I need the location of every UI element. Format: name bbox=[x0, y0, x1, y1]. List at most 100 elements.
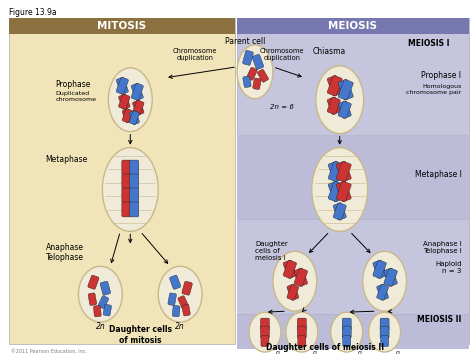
FancyBboxPatch shape bbox=[336, 181, 351, 202]
FancyBboxPatch shape bbox=[103, 304, 111, 316]
FancyBboxPatch shape bbox=[122, 174, 131, 189]
FancyBboxPatch shape bbox=[260, 326, 269, 338]
FancyBboxPatch shape bbox=[297, 326, 306, 338]
FancyBboxPatch shape bbox=[338, 80, 353, 100]
Text: 2n: 2n bbox=[175, 322, 185, 331]
FancyBboxPatch shape bbox=[243, 50, 253, 65]
FancyBboxPatch shape bbox=[333, 203, 346, 220]
FancyBboxPatch shape bbox=[98, 296, 109, 308]
Text: MITOSIS: MITOSIS bbox=[97, 21, 146, 31]
Text: 2n: 2n bbox=[95, 322, 105, 331]
FancyBboxPatch shape bbox=[333, 203, 346, 220]
Ellipse shape bbox=[237, 45, 273, 99]
Bar bbox=[9, 18, 235, 34]
FancyBboxPatch shape bbox=[328, 181, 343, 202]
FancyBboxPatch shape bbox=[253, 78, 261, 89]
FancyBboxPatch shape bbox=[130, 188, 139, 203]
FancyBboxPatch shape bbox=[327, 76, 342, 96]
FancyBboxPatch shape bbox=[178, 296, 188, 308]
FancyBboxPatch shape bbox=[283, 260, 297, 278]
FancyBboxPatch shape bbox=[131, 83, 143, 100]
FancyBboxPatch shape bbox=[88, 275, 99, 289]
FancyBboxPatch shape bbox=[384, 268, 397, 286]
Text: Anaphase I
Telophase I: Anaphase I Telophase I bbox=[423, 241, 461, 254]
FancyBboxPatch shape bbox=[328, 161, 343, 182]
FancyBboxPatch shape bbox=[122, 109, 132, 122]
FancyBboxPatch shape bbox=[338, 80, 353, 100]
Ellipse shape bbox=[102, 148, 158, 231]
Text: MEIOSIS: MEIOSIS bbox=[328, 21, 377, 31]
Ellipse shape bbox=[316, 66, 364, 133]
Text: Parent cell: Parent cell bbox=[225, 37, 265, 47]
Text: Daughter cells of meiosis II: Daughter cells of meiosis II bbox=[266, 343, 384, 351]
FancyBboxPatch shape bbox=[328, 181, 343, 202]
FancyBboxPatch shape bbox=[327, 97, 340, 114]
Ellipse shape bbox=[273, 251, 317, 311]
FancyBboxPatch shape bbox=[133, 100, 144, 115]
FancyBboxPatch shape bbox=[377, 284, 389, 300]
FancyBboxPatch shape bbox=[384, 268, 397, 286]
FancyBboxPatch shape bbox=[118, 94, 130, 109]
Ellipse shape bbox=[158, 266, 202, 322]
FancyBboxPatch shape bbox=[246, 67, 257, 80]
Bar bbox=[237, 18, 469, 344]
FancyBboxPatch shape bbox=[130, 160, 139, 175]
Bar bbox=[9, 18, 235, 344]
FancyBboxPatch shape bbox=[377, 284, 389, 300]
FancyBboxPatch shape bbox=[336, 181, 351, 202]
FancyBboxPatch shape bbox=[122, 160, 131, 175]
FancyBboxPatch shape bbox=[283, 260, 297, 278]
Ellipse shape bbox=[312, 148, 368, 231]
FancyBboxPatch shape bbox=[133, 100, 144, 115]
FancyBboxPatch shape bbox=[257, 69, 268, 82]
FancyBboxPatch shape bbox=[327, 76, 342, 96]
FancyBboxPatch shape bbox=[93, 306, 101, 317]
FancyBboxPatch shape bbox=[287, 284, 299, 300]
Ellipse shape bbox=[109, 68, 152, 132]
Text: Figure 13.9a: Figure 13.9a bbox=[9, 8, 56, 17]
FancyBboxPatch shape bbox=[131, 83, 143, 100]
FancyBboxPatch shape bbox=[130, 202, 139, 217]
FancyBboxPatch shape bbox=[327, 97, 340, 114]
FancyBboxPatch shape bbox=[168, 293, 176, 305]
Bar bbox=[237, 18, 469, 34]
FancyBboxPatch shape bbox=[260, 318, 269, 330]
FancyBboxPatch shape bbox=[129, 111, 139, 125]
Text: 2n = 6: 2n = 6 bbox=[270, 104, 294, 110]
FancyBboxPatch shape bbox=[100, 281, 110, 295]
FancyBboxPatch shape bbox=[298, 335, 306, 346]
Ellipse shape bbox=[78, 266, 122, 322]
Text: Homologous
chromosome pair: Homologous chromosome pair bbox=[406, 84, 461, 95]
Bar bbox=[237, 219, 469, 314]
Text: MEIOSIS I: MEIOSIS I bbox=[408, 39, 449, 48]
FancyBboxPatch shape bbox=[342, 326, 351, 338]
FancyBboxPatch shape bbox=[338, 101, 351, 118]
Text: Chiasma: Chiasma bbox=[313, 47, 346, 56]
Text: ©2011 Pearson Education, Inc.: ©2011 Pearson Education, Inc. bbox=[10, 349, 87, 354]
FancyBboxPatch shape bbox=[122, 188, 131, 203]
Text: Chromosome
duplication: Chromosome duplication bbox=[173, 48, 218, 61]
FancyBboxPatch shape bbox=[130, 174, 139, 189]
FancyBboxPatch shape bbox=[336, 161, 351, 182]
FancyBboxPatch shape bbox=[336, 161, 351, 182]
Text: Daughter cells
of mitosis: Daughter cells of mitosis bbox=[109, 326, 172, 345]
FancyBboxPatch shape bbox=[261, 335, 269, 346]
FancyBboxPatch shape bbox=[373, 260, 386, 278]
FancyBboxPatch shape bbox=[116, 77, 128, 94]
FancyBboxPatch shape bbox=[294, 268, 308, 286]
Ellipse shape bbox=[249, 312, 281, 352]
Text: Metaphase: Metaphase bbox=[46, 155, 88, 164]
Text: Anaphase
Telophase: Anaphase Telophase bbox=[46, 242, 83, 262]
Text: Daughter
cells of
meiosis I: Daughter cells of meiosis I bbox=[255, 241, 288, 261]
Ellipse shape bbox=[331, 312, 363, 352]
FancyBboxPatch shape bbox=[338, 101, 351, 118]
Text: n: n bbox=[396, 350, 400, 355]
Text: n: n bbox=[358, 350, 362, 355]
Text: Prophase: Prophase bbox=[55, 80, 91, 89]
FancyBboxPatch shape bbox=[129, 111, 139, 125]
FancyBboxPatch shape bbox=[373, 260, 386, 278]
FancyBboxPatch shape bbox=[170, 275, 181, 289]
FancyBboxPatch shape bbox=[380, 326, 389, 338]
FancyBboxPatch shape bbox=[243, 76, 251, 88]
Ellipse shape bbox=[363, 251, 407, 311]
